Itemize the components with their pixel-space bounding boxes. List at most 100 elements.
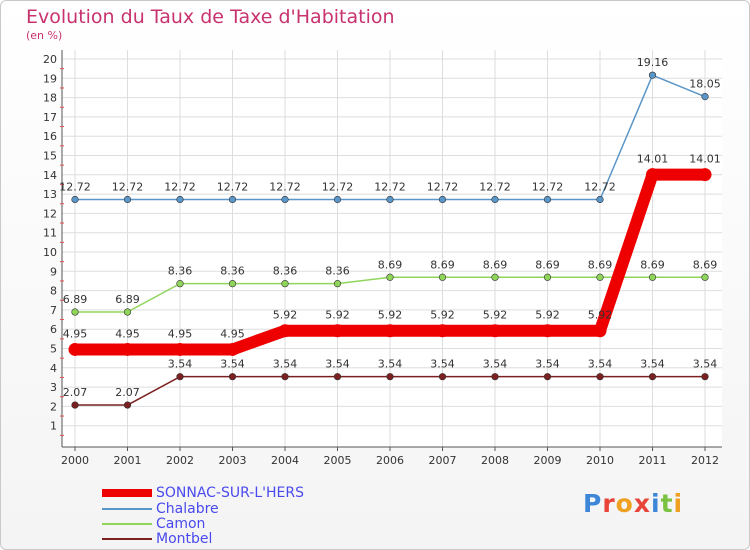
x-tick-label: 2009 — [534, 454, 562, 467]
data-point-sonnac-sur-l-hers — [68, 342, 82, 356]
data-label-montbel: 3.54 — [535, 358, 560, 371]
data-point-chalabre — [648, 71, 657, 79]
data-point-camon — [701, 273, 709, 281]
data-point-chalabre — [596, 195, 604, 204]
y-tick-label: 19 — [43, 72, 57, 85]
data-point-montbel — [176, 373, 184, 381]
data-point-chalabre — [71, 195, 79, 204]
data-point-montbel — [701, 373, 709, 381]
data-label-sonnac-sur-l-hers: 5.92 — [430, 309, 455, 322]
data-label-camon: 8.69 — [588, 258, 613, 271]
legend-item-chalabre: Chalabre — [102, 501, 219, 517]
data-label-chalabre: 12.72 — [269, 181, 301, 194]
chart-subtitle: (en %) — [26, 29, 63, 42]
y-tick-label: 2 — [50, 400, 57, 413]
data-label-camon: 8.69 — [535, 258, 560, 271]
data-point-chalabre — [123, 195, 132, 204]
data-point-chalabre — [701, 93, 709, 101]
data-point-sonnac-sur-l-hers — [698, 168, 712, 182]
y-tick-label: 17 — [43, 111, 57, 124]
y-tick-label: 20 — [43, 53, 57, 66]
x-tick-label: 2011 — [639, 454, 667, 467]
legend-label-chalabre: Chalabre — [156, 501, 219, 517]
data-point-sonnac-sur-l-hers — [173, 342, 187, 356]
data-point-montbel — [648, 373, 657, 381]
data-label-montbel: 3.54 — [220, 358, 245, 371]
data-point-sonnac-sur-l-hers — [436, 324, 449, 338]
data-point-camon — [648, 273, 657, 281]
data-point-montbel — [228, 373, 237, 381]
data-label-camon: 6.89 — [63, 293, 88, 306]
data-label-camon: 8.69 — [483, 258, 508, 271]
y-tick-label: 7 — [50, 304, 57, 317]
data-label-sonnac-sur-l-hers: 4.95 — [168, 327, 193, 340]
data-point-camon — [71, 308, 79, 316]
legend-item-camon: Camon — [102, 516, 205, 532]
data-label-chalabre: 12.72 — [479, 181, 511, 194]
legend-swatch-montbel — [102, 538, 152, 540]
y-tick-label: 4 — [50, 362, 57, 375]
data-label-sonnac-sur-l-hers: 4.95 — [115, 327, 140, 340]
data-point-camon — [123, 308, 132, 316]
data-label-montbel: 3.54 — [378, 358, 403, 371]
data-label-montbel: 3.54 — [693, 358, 718, 371]
data-point-camon — [176, 280, 184, 288]
data-label-sonnac-sur-l-hers: 5.92 — [483, 309, 508, 322]
data-point-montbel — [123, 401, 132, 409]
data-label-sonnac-sur-l-hers: 5.92 — [273, 309, 298, 322]
data-label-chalabre: 12.72 — [584, 181, 616, 194]
x-tick-label: 2004 — [271, 454, 299, 467]
data-label-montbel: 3.54 — [168, 358, 193, 371]
legend-swatch-sonnac — [102, 489, 152, 497]
data-label-camon: 8.36 — [220, 265, 245, 278]
y-tick-label: 11 — [43, 227, 57, 240]
x-tick-label: 2002 — [166, 454, 194, 467]
y-tick-label: 9 — [50, 265, 57, 278]
data-label-chalabre: 12.72 — [322, 181, 354, 194]
x-tick-label: 2010 — [586, 454, 614, 467]
legend-swatch-camon — [102, 523, 152, 525]
data-label-camon: 8.36 — [325, 265, 350, 278]
data-label-chalabre: 12.72 — [532, 181, 564, 194]
data-label-sonnac-sur-l-hers: 14.01 — [689, 153, 721, 166]
x-tick-label: 2007 — [429, 454, 457, 467]
data-label-camon: 8.69 — [378, 258, 403, 271]
data-point-montbel — [333, 373, 342, 381]
data-point-camon — [438, 273, 447, 281]
y-tick-label: 8 — [50, 285, 57, 298]
x-tick-label: 2001 — [114, 454, 142, 467]
data-label-camon: 8.36 — [273, 265, 298, 278]
data-point-camon — [333, 280, 342, 288]
data-label-montbel: 3.54 — [588, 358, 613, 371]
data-point-camon — [491, 273, 499, 281]
x-tick-label: 2005 — [324, 454, 352, 467]
x-tick-label: 2008 — [481, 454, 509, 467]
data-point-montbel — [596, 373, 604, 381]
y-tick-label: 13 — [43, 188, 57, 201]
y-tick-label: 18 — [43, 92, 57, 105]
data-point-sonnac-sur-l-hers — [383, 324, 397, 338]
legend-item-montbel: Montbel — [102, 531, 212, 547]
data-point-chalabre — [386, 195, 394, 204]
data-point-chalabre — [281, 195, 289, 204]
x-tick-label: 2012 — [691, 454, 719, 467]
legend-label-montbel: Montbel — [156, 531, 213, 547]
data-point-chalabre — [228, 195, 237, 204]
y-tick-label: 16 — [43, 130, 57, 143]
proxiti-logo: Proxiti — [583, 489, 684, 518]
data-point-camon — [386, 273, 394, 281]
x-tick-label: 2003 — [219, 454, 247, 467]
data-label-montbel: 2.07 — [115, 386, 140, 399]
data-label-chalabre: 12.72 — [112, 181, 144, 194]
data-label-montbel: 3.54 — [325, 358, 350, 371]
data-point-montbel — [281, 373, 289, 381]
data-label-chalabre: 12.72 — [374, 181, 406, 194]
data-point-sonnac-sur-l-hers — [593, 324, 607, 338]
data-point-sonnac-sur-l-hers — [331, 324, 344, 338]
y-tick-label: 1 — [50, 420, 57, 433]
data-point-camon — [596, 273, 604, 281]
y-tick-label: 6 — [50, 323, 57, 336]
data-label-sonnac-sur-l-hers: 4.95 — [220, 327, 245, 340]
x-tick-label: 2000 — [61, 454, 89, 467]
data-label-sonnac-sur-l-hers: 5.92 — [588, 309, 613, 322]
